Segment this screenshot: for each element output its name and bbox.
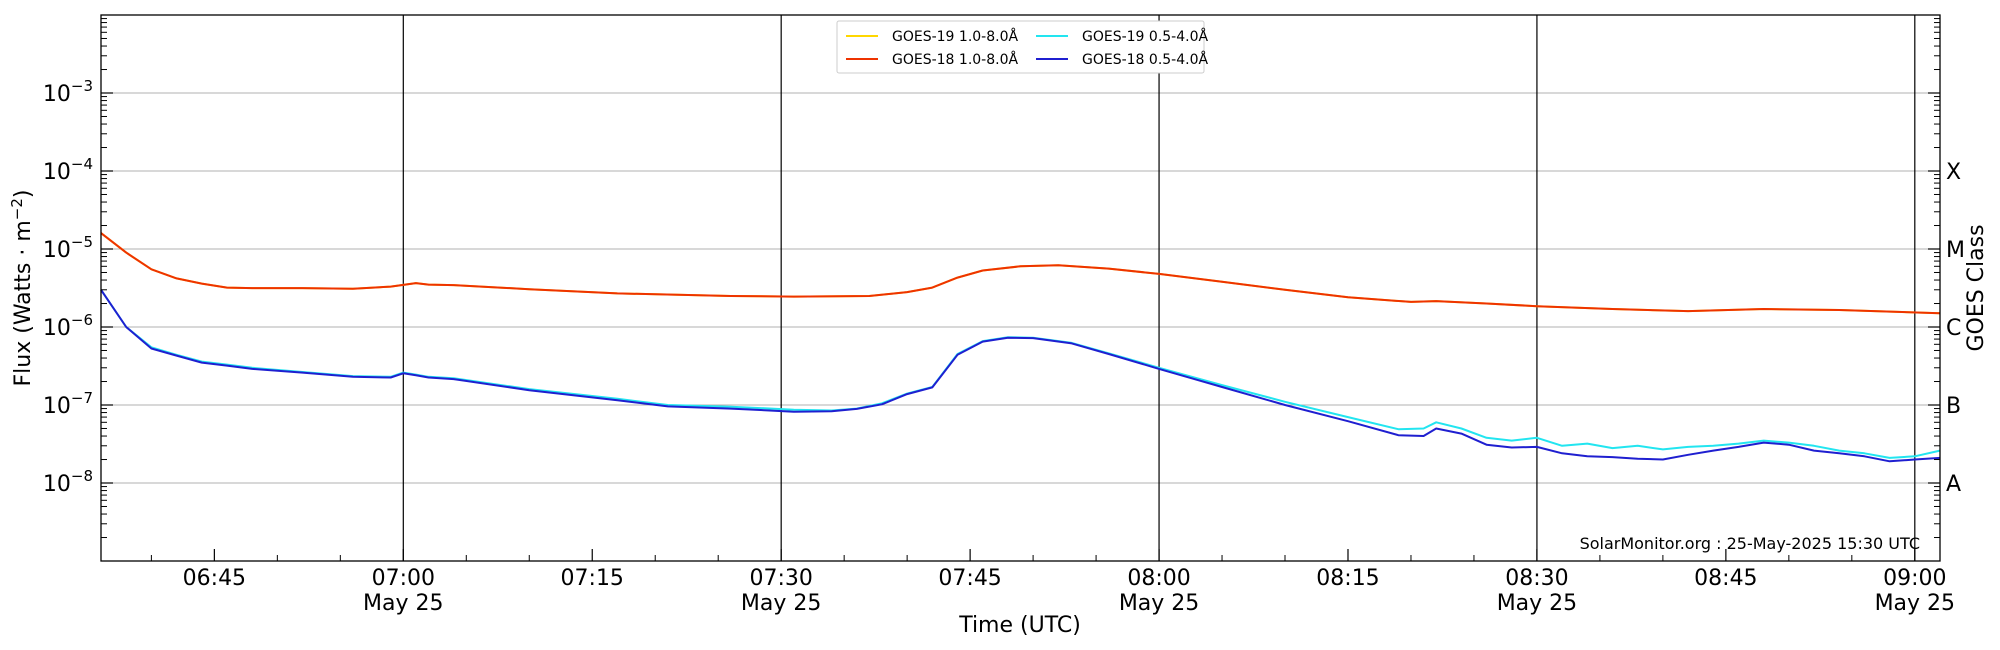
legend-label: GOES-18 0.5-4.0Å [1082, 51, 1208, 68]
x-tick-label: 08:45 [1694, 566, 1757, 591]
time-markers [402, 15, 1916, 561]
x-tick-label: 06:45 [183, 566, 246, 591]
x-tick-label: 08:15 [1316, 566, 1379, 591]
legend-label: GOES-18 1.0-8.0Å [892, 51, 1018, 68]
series-line [100, 289, 1941, 463]
goes-class-label: A [1946, 472, 1961, 497]
x-tick-date-label: May 25 [363, 591, 443, 616]
x-tick-label: 08:00 [1127, 566, 1190, 591]
y-axis-label: Flux (Watts · m−2) [8, 190, 36, 387]
series-line [100, 289, 1941, 459]
credit-text: SolarMonitor.org : 25-May-2025 15:30 UTC [1580, 534, 1920, 553]
legend-label: GOES-19 1.0-8.0Å [892, 28, 1018, 45]
x-tick-label: 08:30 [1505, 566, 1568, 591]
x-tick-label: 07:30 [749, 566, 812, 591]
series-line [100, 232, 1941, 315]
x-axis-label: Time (UTC) [958, 613, 1081, 638]
goes-class-label: C [1946, 316, 1961, 341]
y-tick-label: 10−3 [43, 77, 93, 107]
goes-class-label: B [1946, 394, 1961, 419]
axis-ticks [101, 18, 1940, 561]
goes-class-label: X [1946, 160, 1961, 185]
x-tick-label: 07:00 [372, 566, 435, 591]
legend-box [836, 20, 1205, 74]
y-tick-label: 10−4 [43, 155, 93, 185]
x-tick-date-label: May 25 [1497, 591, 1577, 616]
x-tick-date-label: May 25 [741, 591, 821, 616]
goes-class-axis-label: GOES Class [1964, 224, 1989, 351]
goes-class-labels: X M C B A [1946, 160, 1965, 497]
y-axis-label-superscript: −2 [8, 198, 26, 220]
series-lines [100, 232, 1941, 463]
x-tick-date-label: May 25 [1119, 591, 1199, 616]
y-tick-label: 10−5 [43, 233, 93, 263]
x-tick-date-label: May 25 [1875, 591, 1955, 616]
series-line [100, 232, 1941, 315]
y-tick-label: 10−8 [43, 467, 93, 497]
y-tick-label: 10−6 [43, 311, 93, 341]
x-tick-label: 07:45 [938, 566, 1001, 591]
y-tick-labels: 10−3 10−4 10−5 10−6 10−7 10−8 [43, 77, 93, 497]
x-tick-label: 07:15 [561, 566, 624, 591]
plot-frame [100, 14, 1941, 562]
legend: GOES-19 1.0-8.0Å GOES-18 1.0-8.0Å GOES-19 … [836, 20, 1208, 74]
legend-label: GOES-19 0.5-4.0Å [1082, 28, 1208, 45]
horizontal-gridlines [101, 92, 1940, 484]
x-tick-label: 09:00 [1883, 566, 1946, 591]
goes-class-label: M [1946, 238, 1965, 263]
y-tick-label: 10−7 [43, 389, 93, 419]
